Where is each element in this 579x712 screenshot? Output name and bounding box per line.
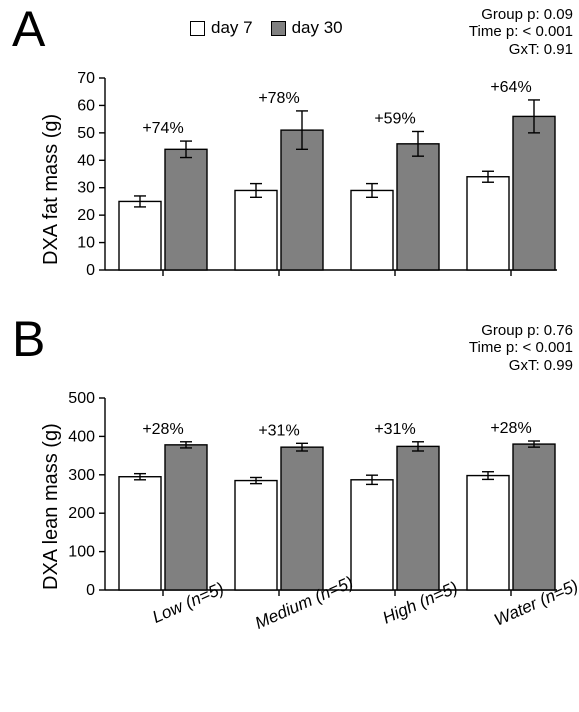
- svg-text:400: 400: [68, 428, 95, 445]
- legend-label-day30: day 30: [292, 18, 343, 38]
- chart-lean-mass: 0100200300400500+28%+31%+31%+28%: [105, 398, 557, 590]
- svg-text:50: 50: [77, 125, 95, 142]
- svg-text:+64%: +64%: [490, 79, 531, 96]
- legend-swatch-day30: [271, 21, 286, 36]
- svg-text:+31%: +31%: [258, 422, 299, 439]
- legend-item-day30: day 30: [271, 18, 343, 38]
- stat-gxt-a: GxT: 0.91: [469, 41, 573, 58]
- svg-text:30: 30: [77, 180, 95, 197]
- legend-item-day7: day 7: [190, 18, 253, 38]
- svg-text:10: 10: [77, 235, 95, 252]
- svg-text:+74%: +74%: [142, 120, 183, 137]
- svg-text:0: 0: [86, 262, 95, 279]
- stat-group-b: Group p: 0.76: [469, 322, 573, 339]
- panel-a-stats: Group p: 0.09 Time p: < 0.001 GxT: 0.91: [469, 6, 573, 58]
- svg-text:60: 60: [77, 97, 95, 114]
- chart-fat-mass: 010203040506070+74%+78%+59%+64%: [105, 78, 557, 270]
- legend-label-day7: day 7: [211, 18, 253, 38]
- svg-text:20: 20: [77, 207, 95, 224]
- svg-text:+31%: +31%: [374, 421, 415, 438]
- legend-swatch-day7: [190, 21, 205, 36]
- svg-text:+59%: +59%: [374, 110, 415, 127]
- x-axis-labels: Low (n=5)Medium (n=5)High (n=5)Water (n=…: [0, 592, 579, 712]
- legend: day 7 day 30: [190, 18, 343, 38]
- stat-time-b: Time p: < 0.001: [469, 339, 573, 356]
- svg-text:40: 40: [77, 152, 95, 169]
- svg-text:100: 100: [68, 544, 95, 561]
- y-title-a: DXA fat mass (g): [40, 114, 63, 265]
- y-title-b: DXA lean mass (g): [40, 423, 63, 590]
- stat-group-a: Group p: 0.09: [469, 6, 573, 23]
- svg-text:300: 300: [68, 467, 95, 484]
- svg-text:70: 70: [77, 70, 95, 87]
- panel-letter-b: B: [12, 310, 45, 368]
- stat-gxt-b: GxT: 0.99: [469, 357, 573, 374]
- stat-time-a: Time p: < 0.001: [469, 23, 573, 40]
- svg-text:+28%: +28%: [490, 420, 531, 437]
- svg-text:+28%: +28%: [142, 421, 183, 438]
- svg-text:500: 500: [68, 390, 95, 407]
- panel-b-stats: Group p: 0.76 Time p: < 0.001 GxT: 0.99: [469, 322, 573, 374]
- panel-letter-a: A: [12, 0, 45, 58]
- svg-text:200: 200: [68, 505, 95, 522]
- svg-text:+78%: +78%: [258, 90, 299, 107]
